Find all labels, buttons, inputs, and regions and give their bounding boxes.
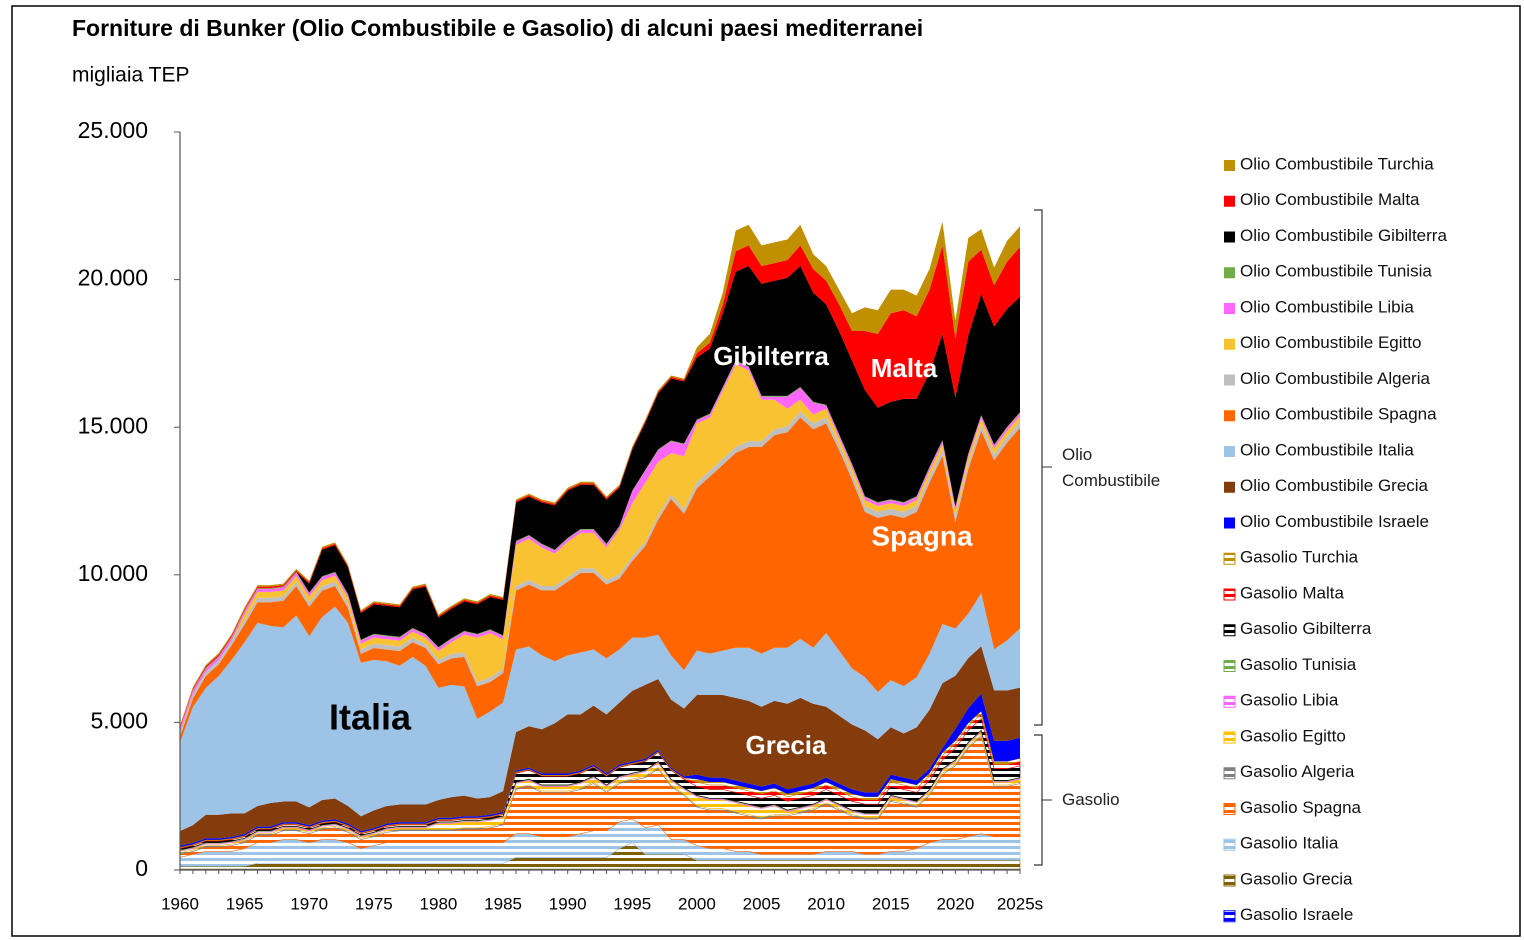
area	[180, 417, 1020, 743]
axes: 0 5.000 10.000 15.000 20.000 25.000 1960 1965 19…	[78, 117, 1044, 913]
legend-swatch	[1224, 303, 1235, 314]
legend-label: Gasolio Gibilterra	[1240, 619, 1372, 638]
legend-label: Olio Combustibile Grecia	[1240, 476, 1429, 495]
x-tick-label: 2020	[936, 894, 974, 913]
legend-swatch	[1223, 624, 1236, 637]
legend-label: Gasolio Egitto	[1240, 726, 1346, 745]
x-tick-label: 1960	[161, 894, 199, 913]
x-tick-label: 1995	[613, 894, 651, 913]
area-label: Grecia	[746, 730, 827, 760]
x-tick-label: 2015	[872, 894, 910, 913]
legend-swatch	[1224, 446, 1235, 457]
legend-label: Olio Combustibile Gibilterra	[1240, 226, 1447, 245]
area	[180, 245, 1020, 729]
legend-swatch	[1224, 481, 1235, 493]
x-tick-label: 2005	[743, 894, 781, 913]
legend-label: Gasolio Malta	[1240, 583, 1344, 602]
legend-label: Olio Combustibile Libia	[1240, 297, 1414, 316]
legend-swatch	[1224, 195, 1235, 207]
bracket-gasolio	[1034, 734, 1043, 866]
legend-swatch	[1223, 731, 1236, 744]
legend-swatch	[1223, 588, 1236, 601]
legend-swatch	[1223, 803, 1236, 815]
area-label: Malta	[871, 353, 938, 383]
frame	[11, 5, 1521, 937]
legend-label: Olio Combustibile Italia	[1240, 440, 1414, 459]
x-tick-label: 1980	[420, 894, 458, 913]
legend-swatch	[1223, 695, 1236, 708]
area	[180, 266, 1020, 729]
legend-label: Gasolio Grecia	[1240, 869, 1353, 888]
y-tick-label: 0	[135, 855, 148, 881]
x-tick-label: 1970	[290, 894, 328, 913]
legend-swatch	[1224, 374, 1235, 386]
area	[180, 361, 1020, 733]
legend-label: Olio Combustibile Malta	[1240, 190, 1420, 209]
legend-swatch	[1224, 410, 1235, 422]
area	[180, 693, 1020, 848]
chart-title: Forniture di Bunker (Olio Combustibile e…	[72, 15, 923, 41]
legend-label: Olio Combustibile Turchia	[1240, 154, 1434, 173]
legend-swatch	[1223, 838, 1236, 851]
legend-swatch	[1223, 660, 1236, 672]
legend-label: Gasolio Algeria	[1240, 762, 1355, 781]
legend-label: Gasolio Libia	[1240, 691, 1339, 710]
legend-swatch	[1224, 517, 1235, 529]
area	[180, 646, 1020, 846]
bracket-olio	[1034, 209, 1043, 726]
y-tick-label: 10.000	[78, 560, 148, 586]
legend-label: Olio Combustibile Algeria	[1240, 369, 1430, 388]
x-tick-label: 1975	[355, 894, 393, 913]
y-tick-label: 15.000	[78, 412, 148, 438]
legend-label: Gasolio Spagna	[1240, 798, 1362, 817]
x-tick-label: 1965	[226, 894, 264, 913]
bracket-label: Olio Combustibile	[1062, 445, 1161, 490]
area-label: Italia	[329, 697, 412, 738]
legend-swatch	[1223, 767, 1236, 780]
legend-label: Olio Combustibile Tunisia	[1240, 262, 1432, 281]
x-tick-label: 2000	[678, 894, 716, 913]
legend-label: Gasolio Tunisia	[1240, 655, 1357, 674]
areas	[179, 221, 1021, 871]
legend-swatch	[1224, 231, 1235, 243]
legend: Olio Combustibile Turchia Olio Combustibi…	[1223, 154, 1447, 924]
chart-subtitle: migliaia TEP	[72, 64, 190, 87]
legend-swatch	[1223, 552, 1236, 565]
y-tick-label: 5.000	[90, 707, 148, 733]
legend-swatch	[1223, 874, 1236, 887]
legend-label: Olio Combustibile Israele	[1240, 512, 1429, 531]
annotations: Italia Grecia Gibilterra Malta Spagna	[329, 341, 973, 760]
x-tick-label: 2025s	[997, 894, 1043, 913]
legend-label: Gasolio Turchia	[1240, 548, 1359, 567]
x-tick-label: 2010	[807, 894, 845, 913]
area	[180, 364, 1020, 733]
y-tick-label: 25.000	[78, 117, 148, 143]
y-tick-label: 20.000	[78, 265, 148, 291]
area-label: Spagna	[871, 520, 973, 551]
legend-label: Gasolio Israele	[1240, 905, 1353, 924]
legend-swatch	[1224, 338, 1235, 350]
x-tick-label: 1990	[549, 894, 587, 913]
area-label: Gibilterra	[713, 341, 829, 371]
area	[180, 593, 1020, 832]
legend-label: Gasolio Italia	[1240, 834, 1339, 853]
legend-swatch	[1224, 267, 1235, 279]
legend-label: Olio Combustibile Spagna	[1240, 405, 1437, 424]
legend-swatch	[1223, 910, 1236, 923]
legend-swatch	[1224, 160, 1235, 171]
x-tick-label: 1985	[484, 894, 522, 913]
legend-label: Olio Combustibile Egitto	[1240, 333, 1421, 352]
bracket-label: Gasolio	[1062, 790, 1120, 809]
